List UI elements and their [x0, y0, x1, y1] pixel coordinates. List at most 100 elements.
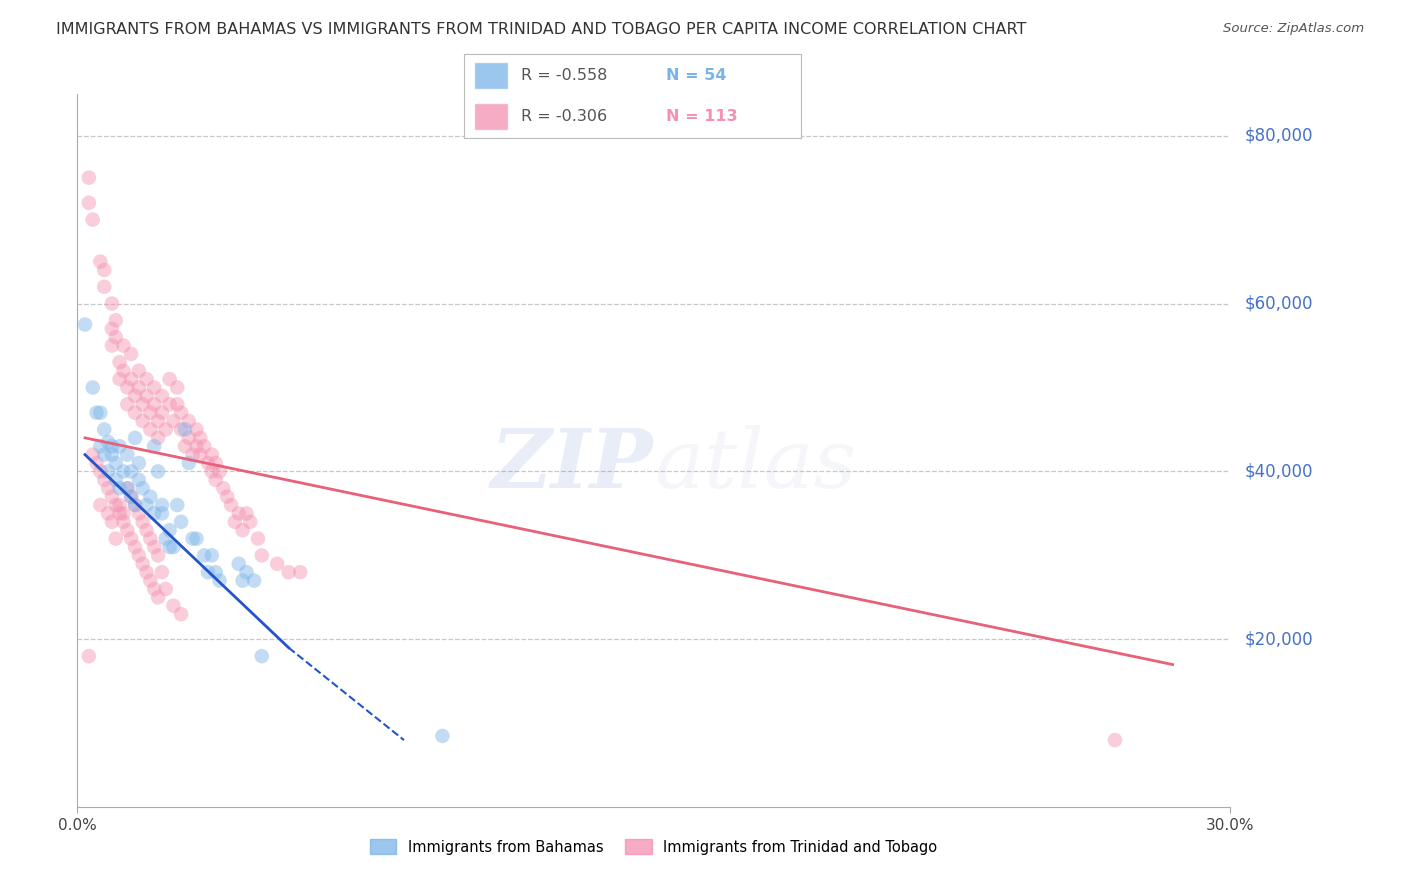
Point [108, 372, 131, 386]
Point [131, 397, 153, 411]
Point [290, 565, 312, 579]
Point [77, 649, 100, 664]
Point [120, 372, 142, 386]
Point [193, 439, 215, 453]
Point [170, 422, 193, 436]
Point [89, 254, 111, 268]
Point [89, 406, 111, 420]
Point [143, 380, 166, 394]
Point [112, 515, 135, 529]
Point [120, 465, 142, 479]
Point [97, 465, 120, 479]
Point [117, 481, 139, 495]
Point [143, 582, 166, 596]
Point [204, 565, 226, 579]
Point [82, 380, 104, 394]
Text: $20,000: $20,000 [1244, 631, 1313, 648]
Point [104, 456, 127, 470]
Point [112, 364, 135, 378]
Point [93, 448, 115, 462]
Point [117, 448, 139, 462]
Point [186, 422, 208, 436]
Point [135, 389, 157, 403]
Point [108, 498, 131, 512]
Point [159, 523, 181, 537]
Point [208, 574, 231, 588]
Point [104, 473, 127, 487]
Point [177, 431, 200, 445]
Point [197, 565, 219, 579]
Point [117, 481, 139, 495]
Point [112, 465, 135, 479]
Point [124, 406, 146, 420]
Point [166, 397, 188, 411]
Point [120, 347, 142, 361]
Point [139, 532, 162, 546]
Point [120, 490, 142, 504]
Point [212, 481, 235, 495]
Point [146, 431, 169, 445]
Point [235, 507, 257, 521]
Point [82, 212, 104, 227]
Point [186, 439, 208, 453]
Point [155, 532, 177, 546]
Point [135, 523, 157, 537]
Point [139, 490, 162, 504]
Point [128, 380, 150, 394]
Point [108, 355, 131, 369]
Point [170, 515, 193, 529]
Point [143, 540, 166, 554]
Point [201, 549, 224, 563]
Point [170, 607, 193, 622]
Point [170, 406, 193, 420]
Point [128, 473, 150, 487]
Point [128, 549, 150, 563]
Point [174, 439, 197, 453]
Point [174, 422, 197, 436]
Point [177, 414, 200, 428]
Point [97, 507, 120, 521]
Bar [474, 62, 508, 89]
Point [1104, 733, 1126, 747]
Point [228, 507, 250, 521]
Point [77, 195, 100, 210]
Point [97, 481, 120, 495]
Point [146, 591, 169, 605]
Point [101, 439, 124, 453]
Point [117, 523, 139, 537]
Point [204, 456, 226, 470]
Point [89, 498, 111, 512]
Point [86, 456, 108, 470]
Point [97, 435, 120, 450]
Point [135, 498, 157, 512]
Text: $80,000: $80,000 [1244, 127, 1313, 145]
Point [117, 380, 139, 394]
Point [117, 397, 139, 411]
Point [124, 498, 146, 512]
Text: R = -0.558: R = -0.558 [522, 68, 607, 83]
Point [146, 414, 169, 428]
Point [235, 565, 257, 579]
Point [228, 557, 250, 571]
Point [162, 414, 184, 428]
Point [159, 397, 181, 411]
Point [128, 456, 150, 470]
Point [150, 565, 173, 579]
Point [266, 557, 288, 571]
Point [150, 507, 173, 521]
Point [166, 498, 188, 512]
Point [82, 448, 104, 462]
Point [162, 540, 184, 554]
Point [155, 582, 177, 596]
Point [73, 318, 96, 332]
Point [193, 549, 215, 563]
Text: IMMIGRANTS FROM BAHAMAS VS IMMIGRANTS FROM TRINIDAD AND TOBAGO PER CAPITA INCOME: IMMIGRANTS FROM BAHAMAS VS IMMIGRANTS FR… [56, 22, 1026, 37]
Point [139, 422, 162, 436]
Point [108, 507, 131, 521]
Point [159, 540, 181, 554]
Point [250, 649, 273, 664]
Point [232, 523, 254, 537]
Point [139, 574, 162, 588]
Text: ZIP: ZIP [491, 425, 654, 505]
Point [101, 322, 124, 336]
